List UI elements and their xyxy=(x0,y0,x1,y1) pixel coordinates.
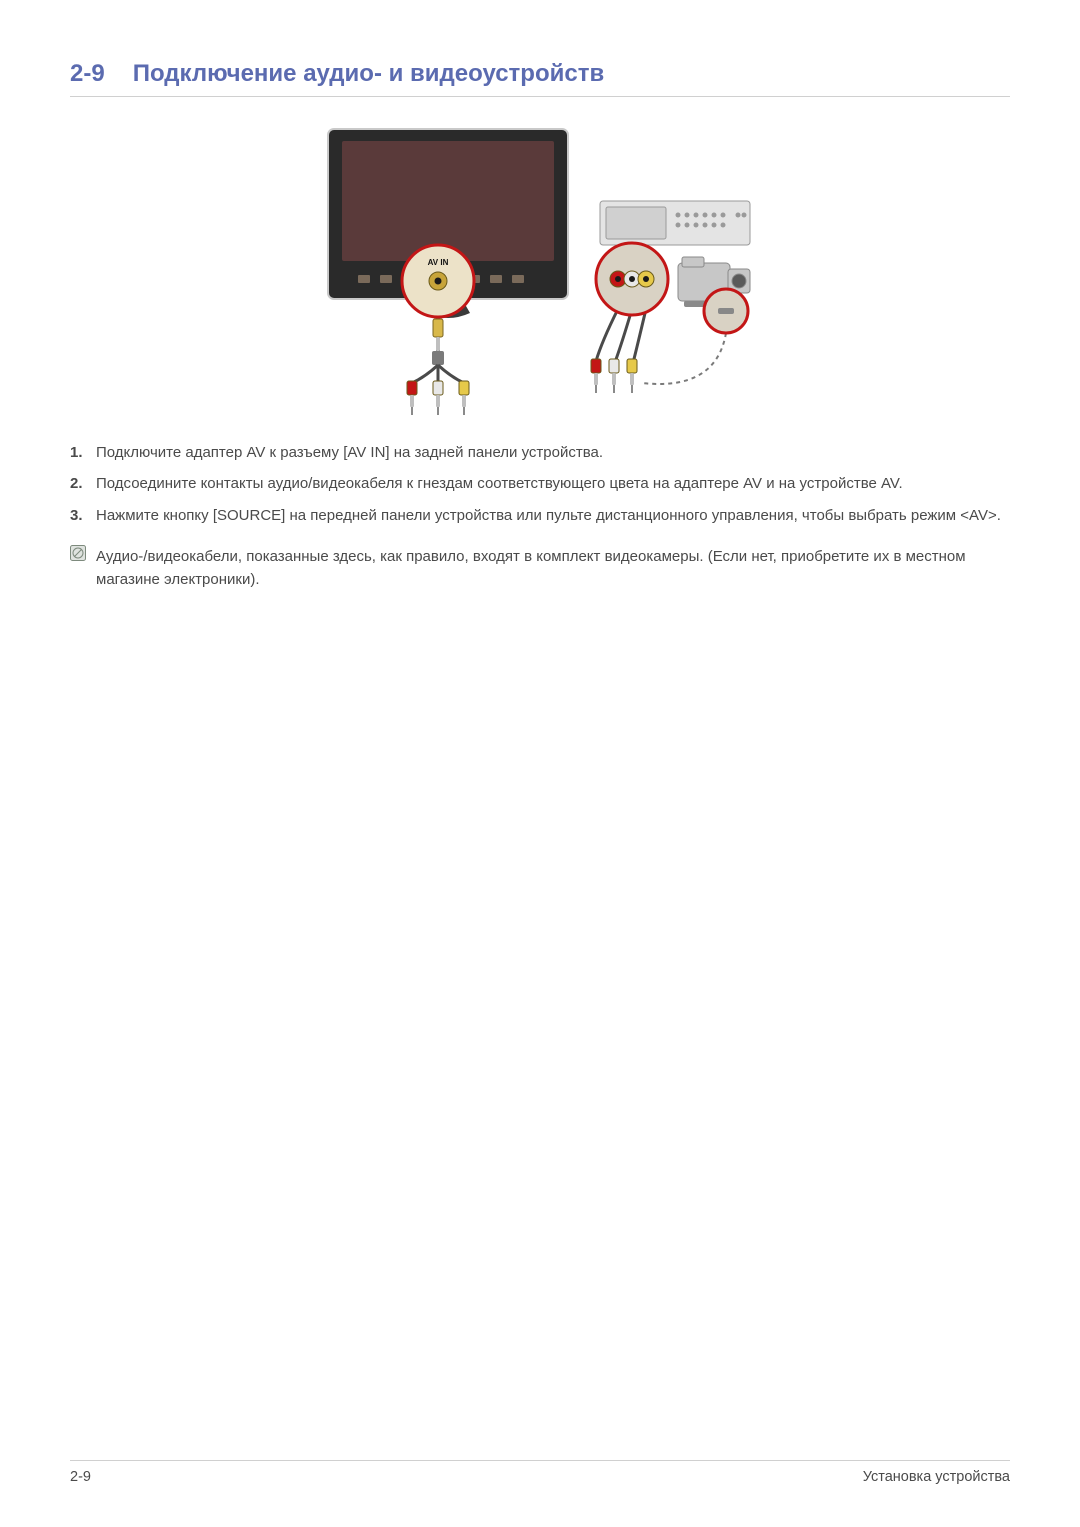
step-item: 2.Подсоедините контакты аудио/видеокабел… xyxy=(70,472,1010,495)
step-number: 1. xyxy=(70,441,96,464)
diagram-container: AVAV IN xyxy=(70,121,1010,421)
footer-right: Установка устройства xyxy=(863,1469,1010,1485)
footer-left: 2-9 xyxy=(70,1469,91,1485)
step-number: 3. xyxy=(70,504,96,527)
svg-text:AV IN: AV IN xyxy=(428,258,449,267)
section-title: Подключение аудио- и видеоустройств xyxy=(133,60,605,88)
steps-list: 1.Подключите адаптер AV к разъему [AV IN… xyxy=(70,441,1010,527)
connection-diagram: AVAV IN xyxy=(320,121,760,421)
section-number: 2-9 xyxy=(70,60,105,88)
step-text: Подключите адаптер AV к разъему [AV IN] … xyxy=(96,441,603,464)
step-item: 3.Нажмите кнопку [SOURCE] на передней па… xyxy=(70,504,1010,527)
note-text: Аудио-/видеокабели, показанные здесь, ка… xyxy=(96,545,1010,592)
step-number: 2. xyxy=(70,472,96,495)
page-footer: 2-9 Установка устройства xyxy=(70,1460,1010,1485)
step-item: 1.Подключите адаптер AV к разъему [AV IN… xyxy=(70,441,1010,464)
step-text: Нажмите кнопку [SOURCE] на передней пане… xyxy=(96,504,1001,527)
section-header: 2-9 Подключение аудио- и видеоустройств xyxy=(70,60,1010,97)
note-row: Аудио-/видеокабели, показанные здесь, ка… xyxy=(70,545,1010,592)
note-icon xyxy=(70,545,96,592)
step-text: Подсоедините контакты аудио/видеокабеля … xyxy=(96,472,903,495)
